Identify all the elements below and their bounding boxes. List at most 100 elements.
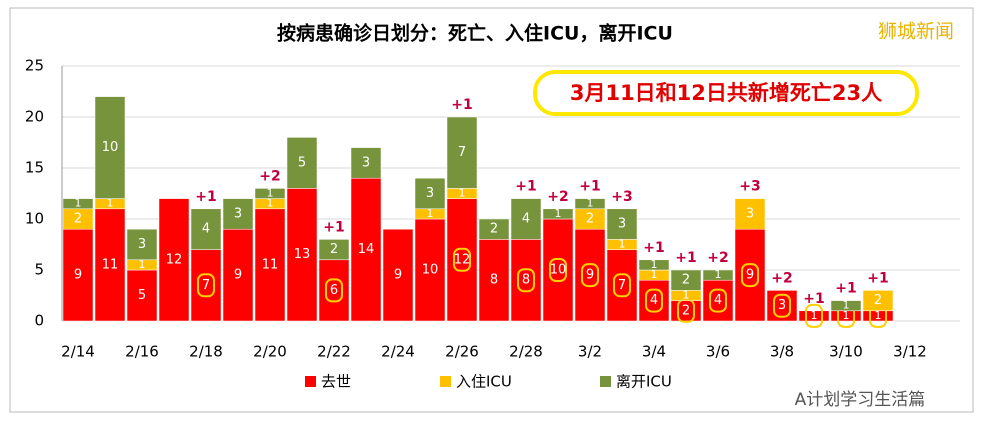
value-label: 1 [75, 197, 82, 210]
value-label: 1 [555, 207, 562, 220]
value-label: 3 [234, 206, 242, 221]
value-circle [197, 273, 215, 298]
bar-segment [350, 177, 382, 322]
legend-swatch [305, 376, 316, 387]
bar-segment [62, 228, 94, 322]
bar-segment [670, 269, 702, 291]
x-tick-label: 2/22 [317, 343, 351, 361]
value-label: 4 [650, 293, 658, 308]
y-tick-label: 25 [25, 57, 44, 75]
bar-segment [702, 279, 734, 322]
bar-segment [638, 259, 670, 271]
y-tick-label: 15 [25, 159, 44, 177]
value-label: 14 [358, 242, 375, 257]
x-tick-label: 3/12 [893, 343, 927, 361]
bar-segment [318, 239, 350, 261]
value-label: 3 [778, 298, 786, 313]
value-label: 2 [682, 303, 690, 318]
value-circle [325, 278, 343, 303]
value-label: 6 [330, 283, 338, 298]
y-tick-label: 20 [25, 108, 44, 126]
source-mark: 狮城新闻 [878, 21, 954, 43]
annotation: +2 [259, 168, 280, 184]
bar-segment [606, 249, 638, 322]
bar-segment [734, 228, 766, 322]
value-label: 8 [522, 273, 530, 288]
value-label: 2 [74, 212, 82, 227]
annotation: +3 [611, 189, 632, 205]
bar-segment [222, 228, 254, 322]
value-label: 10 [102, 140, 119, 155]
headline: 3月11日和12日共新增死亡23人 [570, 81, 882, 105]
value-label: 5 [138, 288, 146, 303]
annotation: +1 [579, 179, 600, 195]
value-label: 1 [843, 309, 850, 322]
bar-segment [734, 198, 766, 230]
value-label: 1 [619, 238, 626, 251]
value-label: 11 [262, 257, 279, 272]
value-label: 1 [843, 299, 850, 312]
value-label: 3 [746, 206, 754, 221]
chart-title: 按病患确诊日划分：死亡、入住ICU，离开ICU [277, 22, 673, 45]
headline-box [533, 70, 919, 116]
legend-label: 入住ICU [456, 373, 512, 391]
annotation: +2 [707, 250, 728, 266]
x-tick-label: 2/26 [445, 343, 479, 361]
bar-segment [510, 239, 542, 322]
x-tick-label: 3/2 [578, 343, 602, 361]
annotation: +1 [867, 270, 888, 286]
footer-mark: A计划学习生活篇 [795, 390, 926, 410]
value-label: 13 [294, 247, 311, 262]
x-tick-label: 3/4 [642, 343, 666, 361]
value-label: 2 [490, 222, 498, 237]
value-label: 1 [267, 187, 274, 200]
bar-segment [478, 218, 510, 240]
x-tick-label: 3/10 [829, 343, 863, 361]
value-label: 1 [875, 309, 882, 322]
x-tick-label: 2/20 [253, 343, 287, 361]
annotation: +1 [195, 189, 216, 205]
bar-segment [606, 208, 638, 240]
bar-segment [798, 310, 830, 322]
value-label: 9 [746, 268, 754, 283]
value-label: 1 [107, 197, 114, 210]
bar-segment [574, 228, 606, 322]
value-label: 3 [362, 155, 370, 170]
value-label: 1 [427, 207, 434, 220]
annotation: +2 [547, 189, 568, 205]
value-label: 4 [714, 293, 722, 308]
bar-segment [414, 177, 446, 210]
bar-segment [702, 269, 734, 281]
value-label: 3 [618, 217, 626, 232]
legend-swatch [600, 376, 611, 387]
x-tick-label: 2/16 [125, 343, 159, 361]
value-label: 7 [458, 145, 466, 160]
value-label: 3 [426, 186, 434, 201]
annotation: +1 [323, 219, 344, 235]
bar-segment [382, 228, 414, 322]
value-label: 9 [394, 268, 402, 283]
value-label: 1 [811, 309, 818, 322]
value-circle [709, 288, 727, 313]
value-label: 2 [874, 293, 882, 308]
value-label: 9 [234, 268, 242, 283]
bar-segment [190, 249, 222, 322]
y-tick-label: 0 [34, 312, 44, 330]
bar-segment [286, 188, 318, 322]
value-circle [613, 273, 631, 298]
x-tick-label: 2/18 [189, 343, 223, 361]
x-tick-label: 2/28 [509, 343, 543, 361]
bar-segment [574, 198, 606, 210]
bar-segment [254, 188, 286, 199]
value-label: 1 [683, 289, 690, 302]
value-label: 4 [202, 222, 210, 237]
annotation: +1 [835, 281, 856, 297]
x-tick-label: 3/8 [770, 343, 794, 361]
value-label: 12 [454, 252, 471, 267]
bar-segment [222, 198, 254, 230]
bar-segment [190, 208, 222, 250]
bar-segment [318, 259, 350, 322]
value-label: 1 [267, 197, 274, 210]
value-label: 1 [651, 258, 658, 271]
